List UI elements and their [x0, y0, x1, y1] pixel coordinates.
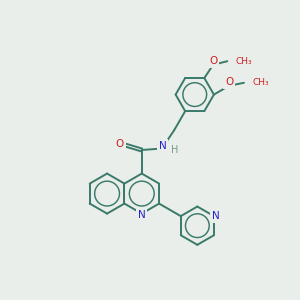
Text: CH₃: CH₃ [236, 57, 252, 66]
Text: N: N [138, 210, 146, 220]
Text: O: O [225, 77, 233, 87]
Text: H: H [171, 145, 178, 155]
Text: O: O [209, 56, 217, 66]
Text: N: N [159, 141, 167, 151]
Text: O: O [116, 139, 124, 148]
Text: N: N [212, 211, 219, 221]
Text: CH₃: CH₃ [252, 78, 269, 87]
